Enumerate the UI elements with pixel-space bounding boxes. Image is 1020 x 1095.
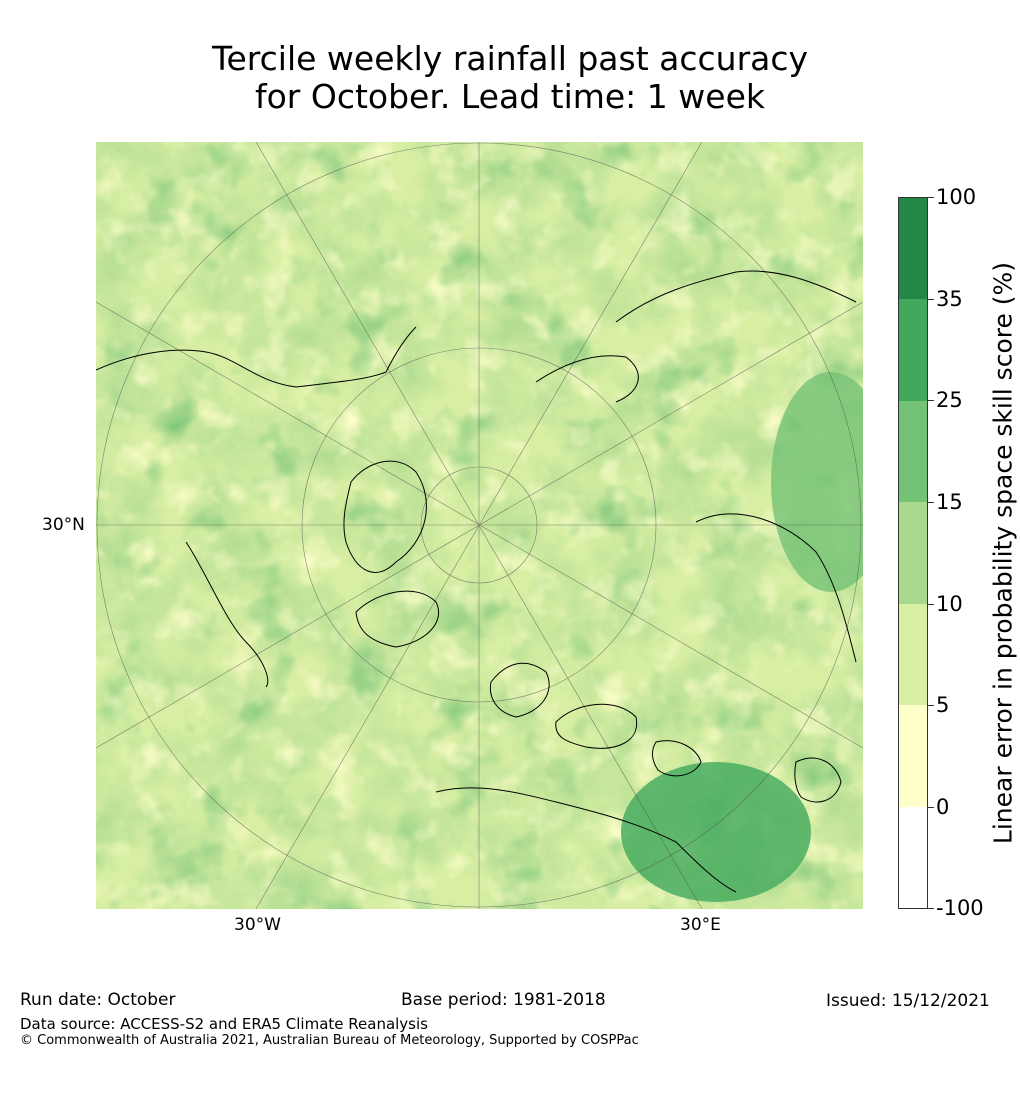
coastlines bbox=[96, 270, 857, 893]
copyright: © Commonwealth of Australia 2021, Austra… bbox=[20, 1033, 639, 1048]
title-line-2: for October. Lead time: 1 week bbox=[254, 77, 765, 116]
colorbar-tickmark bbox=[928, 299, 934, 300]
run-date: Run date: October bbox=[20, 990, 176, 1010]
graticule bbox=[96, 142, 863, 909]
colorbar bbox=[898, 197, 928, 909]
moderate-skill-patch bbox=[771, 372, 863, 592]
lon-label-30e: 30°E bbox=[680, 915, 721, 935]
colorbar-tick-label: 25 bbox=[936, 388, 963, 412]
colorbar-tickmark bbox=[928, 502, 934, 503]
colorbar-tickmark bbox=[928, 197, 934, 198]
data-source: Data source: ACCESS-S2 and ERA5 Climate … bbox=[20, 1015, 428, 1033]
colorbar-tickmark bbox=[928, 604, 934, 605]
colorbar-tick-label: 15 bbox=[936, 490, 963, 514]
colorbar-segment-2 bbox=[899, 299, 927, 401]
colorbar-segment-7 bbox=[899, 806, 927, 908]
colorbar-tick-label: 35 bbox=[936, 287, 963, 311]
colorbar-title: Linear error in probability space skill … bbox=[988, 261, 1018, 845]
colorbar-segment-6 bbox=[899, 705, 927, 807]
colorbar-tick-label: 10 bbox=[936, 592, 963, 616]
colorbar-tick-label: 0 bbox=[936, 795, 950, 819]
colorbar-segment-5 bbox=[899, 603, 927, 706]
colorbar-tick-label: 100 bbox=[936, 185, 977, 209]
colorbar-tickmark bbox=[928, 807, 934, 808]
colorbar-segment-1 bbox=[899, 198, 927, 300]
lon-label-30w: 30°W bbox=[234, 915, 281, 935]
base-period: Base period: 1981-2018 bbox=[401, 990, 606, 1010]
colorbar-segment-3 bbox=[899, 400, 927, 503]
high-skill-patch bbox=[621, 762, 811, 902]
colorbar-tickmark bbox=[928, 705, 934, 706]
colorbar-tick-label: 5 bbox=[936, 693, 950, 717]
colorbar-tickmark bbox=[928, 908, 934, 909]
colorbar-tick-label: -100 bbox=[936, 896, 984, 920]
map-title: Tercile weekly rainfall past accuracy fo… bbox=[0, 40, 1020, 116]
colorbar-tickmark bbox=[928, 400, 934, 401]
colorbar-segment-4 bbox=[899, 502, 927, 604]
issued-date: Issued: 15/12/2021 bbox=[826, 991, 990, 1011]
skill-score-map bbox=[96, 142, 863, 909]
title-line-1: Tercile weekly rainfall past accuracy bbox=[211, 39, 809, 78]
lat-label-30n: 30°N bbox=[42, 515, 85, 535]
